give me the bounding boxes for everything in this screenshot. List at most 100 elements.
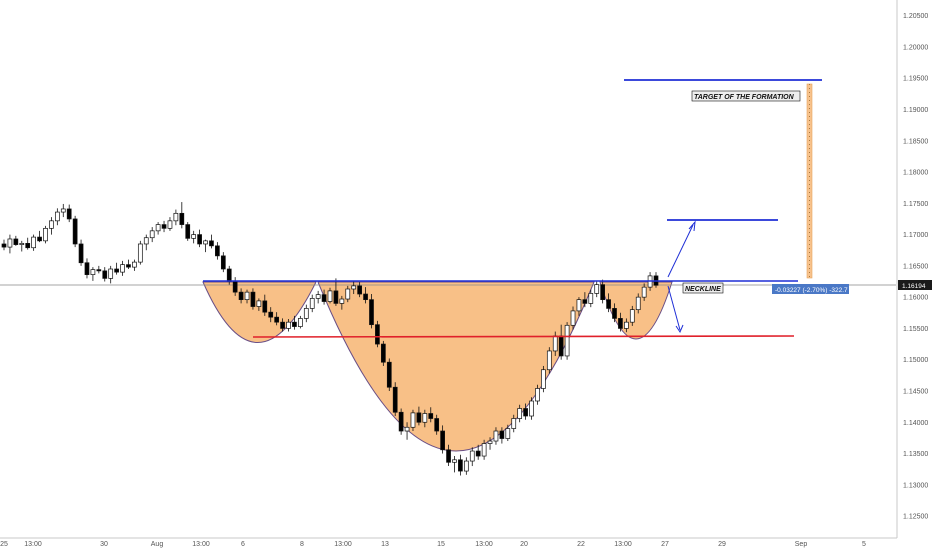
candle-80 [475, 444, 481, 460]
candle-49 [292, 315, 297, 330]
candle-8 [49, 217, 54, 235]
candle-body [422, 413, 428, 423]
candle-body [173, 212, 179, 222]
arrow-up-line [667, 224, 694, 278]
candle-body [298, 318, 303, 327]
candle-37 [220, 252, 226, 273]
candle-24 [143, 234, 149, 251]
candle-body [523, 408, 528, 417]
candle-body [635, 296, 641, 311]
candle-body [90, 269, 96, 275]
arrow-down-head [675, 324, 684, 334]
candle-11 [66, 204, 72, 223]
candle-body [315, 294, 321, 299]
candle-59 [351, 281, 357, 295]
x-tick-15: 29 [718, 541, 726, 548]
target-label: TARGET OF THE FORMATION [694, 94, 795, 101]
candle-body [440, 430, 445, 451]
candle-82 [487, 437, 493, 450]
current-price-label: 1.16194 [902, 283, 926, 290]
candle-body [191, 234, 197, 239]
candle-41 [244, 289, 250, 304]
y-tick-0: 1.20500 [903, 13, 928, 20]
candle-2 [13, 235, 19, 246]
candle-body [262, 300, 268, 313]
candle-50 [298, 315, 303, 329]
x-axis: 25 13:00 30 Aug 13:00 6 8 13:00 13 15 13:00 20 22 13:… [0, 537, 897, 548]
candle-body [458, 459, 463, 472]
y-tick-9: 1.16000 [903, 295, 928, 302]
candle-body [132, 261, 137, 268]
candle-107 [635, 293, 641, 314]
candle-10 [60, 203, 66, 218]
candle-body [552, 335, 558, 352]
y-tick-1: 1.20000 [903, 44, 928, 51]
candle-99 [588, 289, 594, 308]
candle-body [446, 449, 451, 463]
candle-6 [37, 230, 42, 243]
candle-body [268, 311, 274, 318]
candle-body [256, 300, 262, 307]
candle-body [416, 412, 422, 423]
candle-4 [25, 237, 31, 250]
candle-body [126, 264, 131, 268]
target-annotation: TARGET OF THE FORMATION [691, 90, 801, 102]
y-tick-14: 1.13500 [903, 451, 928, 458]
pattern-lines [203, 79, 822, 338]
candle-body [606, 299, 611, 309]
candle-62 [369, 294, 374, 329]
candle-body [529, 400, 534, 417]
y-tick-7: 1.17000 [903, 232, 928, 239]
x-tick-1: 13:00 [24, 541, 42, 548]
candle-89 [529, 397, 534, 420]
candle-body [203, 240, 208, 245]
candle-body [66, 208, 72, 220]
candle-104 [618, 312, 623, 332]
candle-45 [268, 307, 274, 323]
candle-83 [493, 427, 499, 445]
candle-72 [428, 407, 434, 423]
candle-body [469, 450, 475, 462]
candle-66 [392, 382, 398, 417]
candle-body [463, 460, 469, 472]
candle-body [369, 299, 374, 326]
candle-0 [1, 239, 7, 251]
candle-18 [108, 265, 114, 284]
candle-body [404, 426, 410, 432]
candle-43 [256, 298, 262, 311]
candle-54 [321, 289, 327, 305]
y-tick-12: 1.14500 [903, 388, 928, 395]
candle-64 [380, 340, 386, 366]
candle-98 [582, 292, 588, 308]
arrow-down-line [667, 285, 681, 331]
candle-68 [404, 422, 410, 440]
x-tick-2: 30 [100, 541, 108, 548]
candle-body [137, 243, 143, 263]
red-support-line[interactable] [252, 335, 795, 338]
candle-body [250, 291, 256, 307]
candle-body [161, 224, 167, 229]
candle-body [220, 255, 226, 270]
x-tick-10: 13:00 [475, 541, 493, 548]
candle-76 [452, 456, 457, 473]
candle-14 [84, 258, 90, 279]
candle-body [612, 308, 617, 319]
candle-body [333, 290, 339, 304]
candle-body [493, 430, 499, 442]
candle-body [629, 309, 635, 323]
candle-body [641, 286, 647, 298]
y-tick-10: 1.15500 [903, 326, 928, 333]
x-tick-13: 13:00 [614, 541, 632, 548]
candle-103 [612, 303, 617, 323]
candle-body [19, 243, 25, 245]
candle-74 [440, 425, 445, 454]
candle-5 [31, 234, 36, 251]
candle-75 [446, 444, 451, 467]
candle-body [238, 291, 244, 301]
x-tick-4: 13:00 [192, 541, 210, 548]
candle-29 [173, 209, 179, 226]
x-tick-14: 27 [661, 541, 669, 548]
candle-body [155, 224, 161, 232]
candle-body [434, 418, 440, 432]
